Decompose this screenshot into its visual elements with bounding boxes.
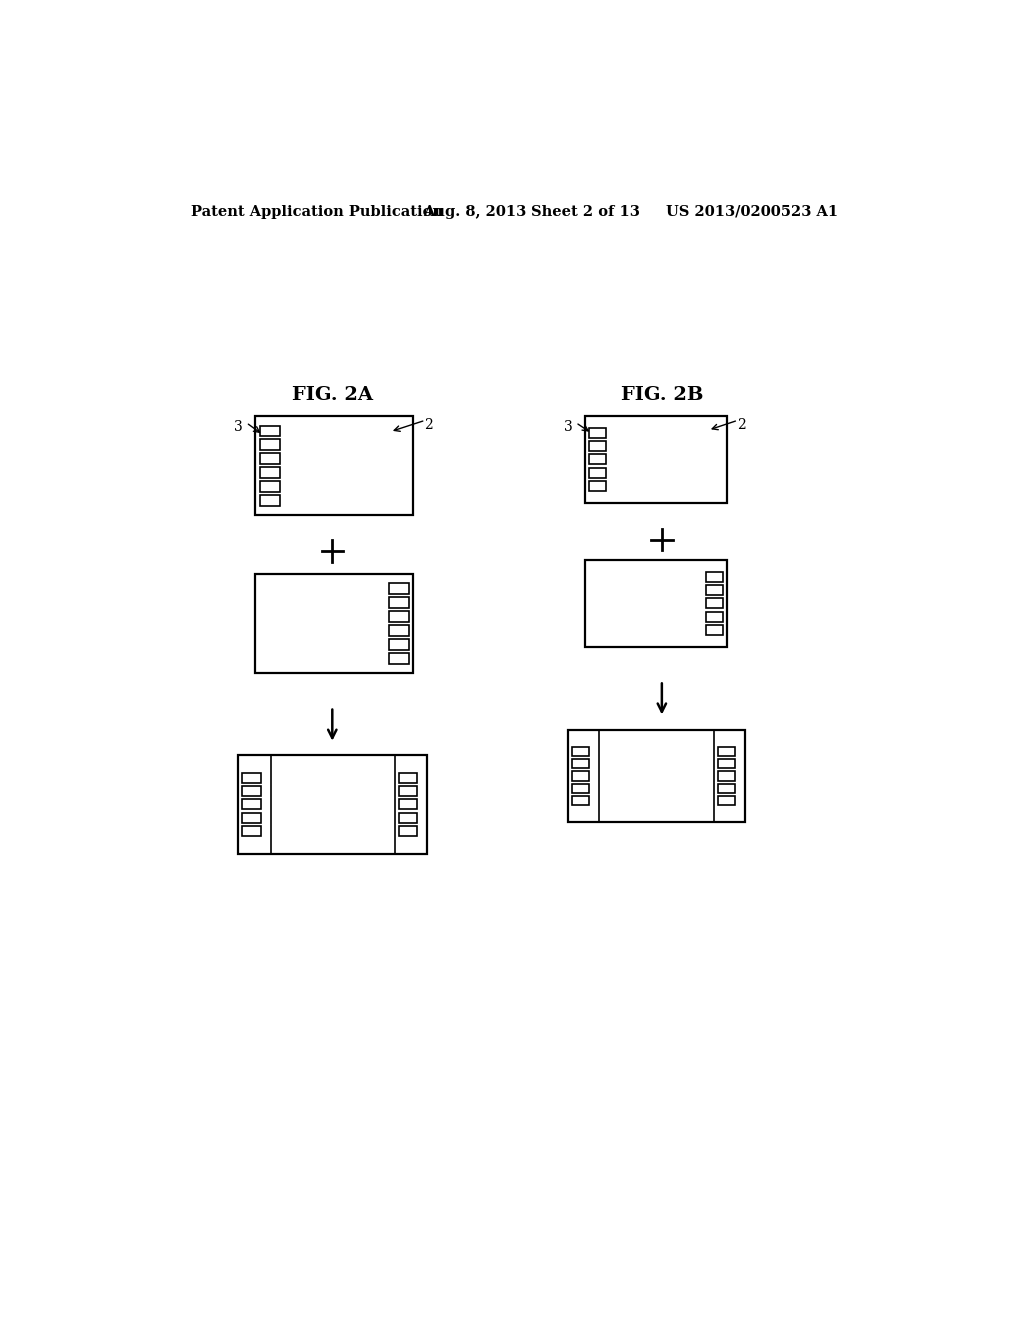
Bar <box>388 598 409 609</box>
Bar <box>718 784 735 793</box>
Bar <box>243 774 261 783</box>
Bar <box>388 653 409 664</box>
Bar <box>243 787 261 796</box>
Bar <box>388 639 409 649</box>
Bar <box>585 561 727 647</box>
Bar <box>398 825 417 836</box>
Bar <box>589 441 606 451</box>
Bar <box>398 774 417 783</box>
Bar <box>706 573 724 582</box>
Bar <box>243 825 261 836</box>
Bar <box>239 755 427 854</box>
Bar <box>571 771 589 780</box>
Bar <box>568 730 745 822</box>
Text: FIG. 2B: FIG. 2B <box>621 385 703 404</box>
Bar <box>398 800 417 809</box>
Bar <box>388 626 409 636</box>
Bar <box>260 440 280 450</box>
Bar <box>589 428 606 438</box>
Bar <box>718 747 735 756</box>
Text: Sheet 2 of 13: Sheet 2 of 13 <box>531 205 640 219</box>
Text: 2: 2 <box>737 418 745 432</box>
Bar <box>260 495 280 506</box>
Bar <box>571 796 589 805</box>
Text: 2: 2 <box>424 418 433 432</box>
Text: Aug. 8, 2013: Aug. 8, 2013 <box>423 205 526 219</box>
Bar <box>589 467 606 478</box>
Bar <box>243 813 261 822</box>
Bar <box>260 480 280 492</box>
Bar <box>706 611 724 622</box>
Text: Patent Application Publication: Patent Application Publication <box>190 205 442 219</box>
Bar <box>260 453 280 465</box>
Bar <box>255 416 413 515</box>
Bar <box>388 583 409 594</box>
Text: 3: 3 <box>234 420 243 434</box>
Bar <box>585 416 727 503</box>
Bar <box>388 611 409 622</box>
Bar <box>398 787 417 796</box>
Text: US 2013/0200523 A1: US 2013/0200523 A1 <box>666 205 838 219</box>
Text: FIG. 2A: FIG. 2A <box>292 385 373 404</box>
Bar <box>718 796 735 805</box>
Bar <box>706 598 724 609</box>
Bar <box>706 585 724 595</box>
Bar <box>243 800 261 809</box>
Bar <box>571 747 589 756</box>
Bar <box>398 813 417 822</box>
Bar <box>589 454 606 465</box>
Bar <box>589 480 606 491</box>
Bar <box>718 771 735 780</box>
Bar <box>706 624 724 635</box>
Text: 3: 3 <box>563 420 572 434</box>
Bar <box>718 759 735 768</box>
Bar <box>571 784 589 793</box>
Bar <box>571 759 589 768</box>
Bar <box>255 574 413 673</box>
Bar <box>260 467 280 478</box>
Bar <box>260 425 280 437</box>
